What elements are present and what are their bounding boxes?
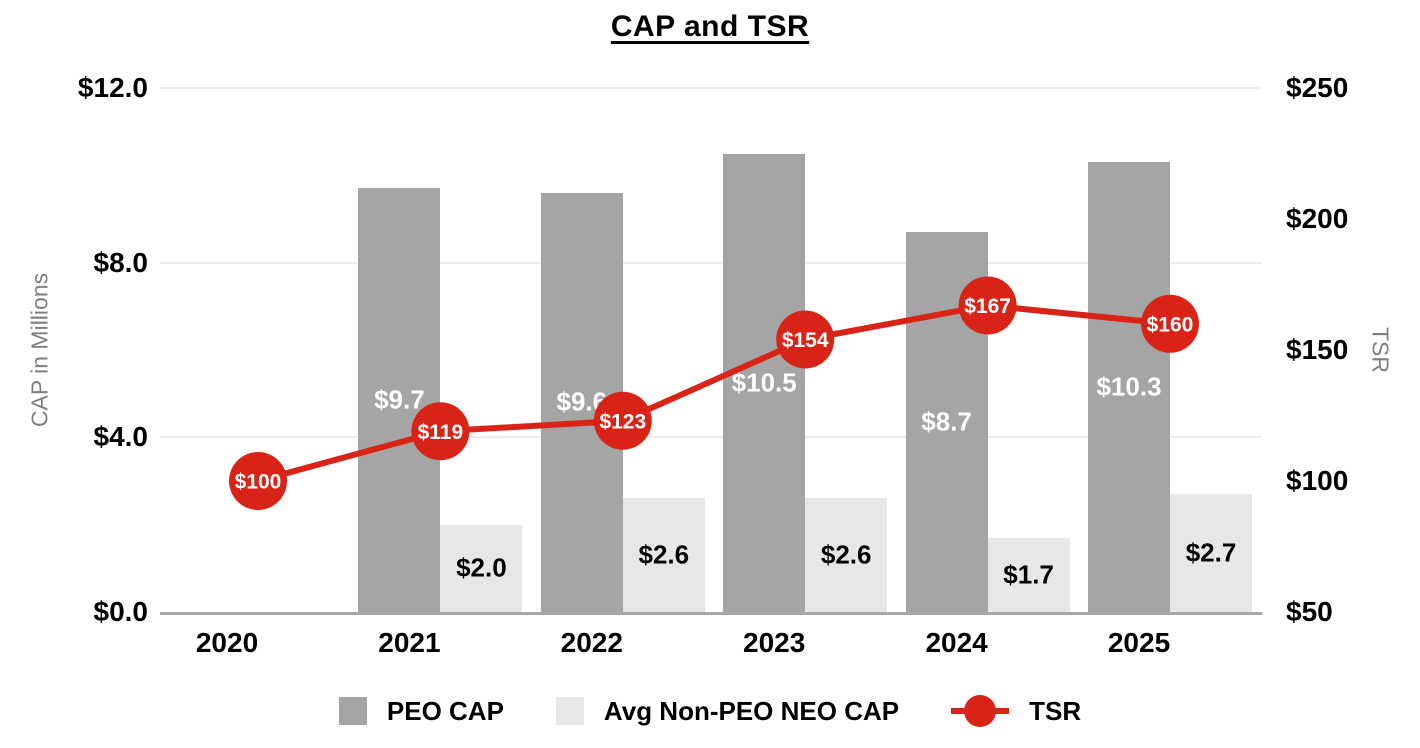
legend-label-non-peo-cap: Avg Non-PEO NEO CAP bbox=[603, 695, 900, 726]
x-axis-label: 2020 bbox=[195, 627, 259, 658]
bar-value-label: $2.6 bbox=[820, 539, 872, 570]
x-axis-label: 2024 bbox=[925, 627, 988, 658]
bar-value-label: $10.3 bbox=[1096, 371, 1162, 402]
peo-cap-swatch-icon bbox=[338, 697, 367, 725]
non-peo-cap-bar bbox=[622, 498, 705, 612]
tsr-marker-label: $119 bbox=[418, 421, 464, 444]
x-axis-label: 2025 bbox=[1107, 627, 1171, 658]
legend-label-tsr: TSR bbox=[1029, 695, 1082, 726]
tsr-marker-label: $123 bbox=[599, 410, 646, 433]
non-peo-cap-bar bbox=[1170, 494, 1252, 612]
tsr-marker bbox=[776, 310, 835, 369]
gridline bbox=[160, 87, 1262, 89]
non-peo-cap-bar bbox=[805, 498, 888, 612]
legend-item-non-peo-cap: Avg Non-PEO NEO CAP bbox=[555, 695, 900, 727]
left-axis-tick-label: $0.0 bbox=[93, 596, 149, 627]
right-axis-tick-label: $200 bbox=[1286, 203, 1349, 234]
tsr-marker bbox=[958, 276, 1017, 335]
right-axis-tick-label: $150 bbox=[1286, 334, 1349, 365]
left-axis-tick-label: $12.0 bbox=[77, 72, 148, 103]
non-peo-cap-bar bbox=[987, 537, 1070, 612]
chart-title: CAP and TSR bbox=[610, 10, 810, 43]
legend-label-peo-cap: PEO CAP bbox=[386, 695, 504, 726]
bar-value-label: $2.7 bbox=[1185, 537, 1237, 568]
tsr-line bbox=[257, 302, 1171, 484]
bar-value-label: $9.7 bbox=[374, 384, 425, 415]
gridline bbox=[160, 262, 1262, 264]
tsr-marker bbox=[593, 391, 652, 450]
bar-value-label: $8.7 bbox=[921, 406, 972, 437]
tsr-marker bbox=[1141, 294, 1199, 353]
legend: PEO CAP Avg Non-PEO NEO CAP TSR bbox=[0, 694, 1420, 728]
x-axis-line bbox=[160, 612, 1262, 615]
legend-item-peo-cap: PEO CAP bbox=[338, 695, 504, 727]
left-axis-tick-label: $8.0 bbox=[93, 246, 149, 278]
x-axis-label: 2023 bbox=[743, 627, 806, 658]
tsr-marker bbox=[229, 452, 287, 510]
tsr-marker-label: $167 bbox=[964, 295, 1011, 318]
non-peo-cap-swatch-icon bbox=[555, 697, 584, 725]
tsr-marker-label: $154 bbox=[782, 329, 829, 352]
bar-value-label: $2.6 bbox=[638, 539, 690, 570]
tsr-marker-label: $160 bbox=[1147, 313, 1194, 336]
x-axis-label: 2022 bbox=[560, 627, 623, 658]
non-peo-cap-bar bbox=[440, 524, 523, 612]
bar-value-label: $2.0 bbox=[456, 552, 507, 583]
right-axis-tick-label: $250 bbox=[1286, 72, 1349, 103]
tsr-line-marker-icon bbox=[951, 694, 1010, 728]
legend-item-tsr: TSR bbox=[951, 694, 1081, 728]
peo-cap-bar bbox=[723, 153, 806, 612]
bar-value-label: $1.7 bbox=[1003, 559, 1054, 590]
peo-cap-bar bbox=[1088, 162, 1170, 612]
gridline bbox=[160, 436, 1262, 438]
bar-value-label: $10.5 bbox=[731, 367, 797, 398]
peo-cap-bar bbox=[358, 188, 441, 612]
left-axis-tick-label: $4.0 bbox=[93, 421, 149, 453]
tsr-marker bbox=[411, 402, 470, 461]
right-axis-tick-label: $50 bbox=[1286, 596, 1333, 627]
tsr-marker-label: $100 bbox=[235, 471, 282, 494]
x-axis-label: 2021 bbox=[378, 627, 441, 658]
right-axis-tick-label: $100 bbox=[1286, 465, 1349, 496]
